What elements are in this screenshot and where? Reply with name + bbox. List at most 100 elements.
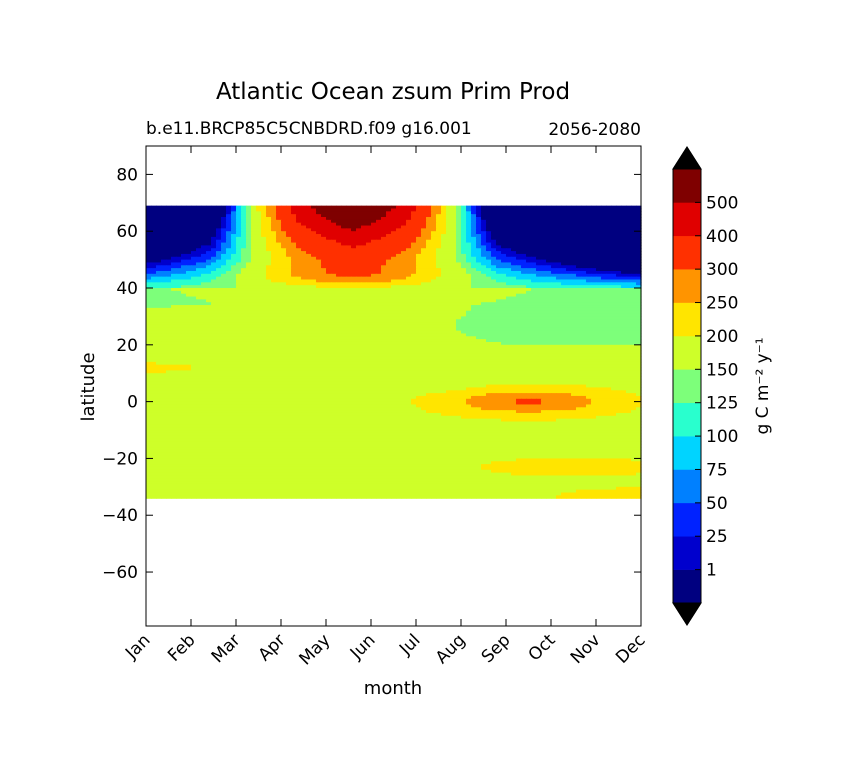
contour-cell	[311, 231, 317, 235]
contour-cell	[476, 253, 482, 258]
contour-cell	[401, 296, 407, 300]
contour-cell	[531, 228, 537, 232]
contour-cell	[526, 270, 532, 275]
contour-cell	[531, 276, 537, 281]
contour-cell	[246, 236, 252, 241]
contour-cell	[216, 268, 222, 272]
contour-cell	[376, 299, 382, 303]
contour-cell	[546, 234, 552, 238]
contour-cell	[436, 251, 442, 255]
contour-cell	[281, 270, 287, 275]
contour-cell	[601, 251, 607, 255]
contour-cell	[416, 248, 422, 252]
contour-cell	[516, 253, 522, 258]
contour-cell	[566, 248, 572, 252]
contour-cell	[321, 242, 327, 247]
contour-cell	[406, 285, 412, 289]
contour-cell	[581, 245, 587, 249]
contour-cell	[151, 279, 157, 283]
contour-cell	[336, 270, 342, 275]
contour-cell	[636, 276, 642, 281]
contour-cell	[191, 228, 197, 232]
contour-cell	[301, 234, 307, 238]
contour-cell	[286, 296, 292, 300]
contour-cell	[206, 259, 212, 264]
contour-cell	[366, 242, 372, 247]
contour-cell	[611, 242, 617, 247]
contour-cell	[281, 256, 287, 261]
contour-cell	[496, 273, 502, 278]
contour-cell	[581, 219, 587, 224]
contour-cell	[306, 273, 312, 278]
contour-cell	[431, 273, 437, 278]
contour-cell	[296, 219, 302, 224]
contour-cell	[156, 299, 162, 303]
contour-cell	[146, 228, 152, 232]
contour-cell	[201, 299, 207, 303]
contour-cell	[436, 214, 442, 218]
contour-cell	[256, 208, 262, 212]
contour-cell	[561, 293, 567, 298]
contour-cell	[161, 211, 167, 215]
contour-cell	[496, 265, 502, 269]
contour-cell	[411, 219, 417, 224]
contour-cell	[411, 248, 417, 252]
contour-cell	[251, 245, 257, 249]
contour-cell	[626, 296, 632, 300]
contour-cell	[181, 259, 187, 264]
contour-cell	[366, 245, 372, 249]
contour-cell	[386, 288, 392, 292]
contour-cell	[221, 239, 227, 244]
contour-cell	[196, 296, 202, 300]
contour-cell	[416, 279, 422, 283]
contour-cell	[481, 231, 487, 235]
contour-cell	[541, 225, 547, 229]
contour-cell	[261, 288, 267, 292]
contour-cell	[541, 285, 547, 289]
contour-cell	[191, 270, 197, 275]
contour-cell	[591, 268, 597, 272]
contour-cell	[521, 282, 527, 286]
contour-cell	[266, 296, 272, 300]
contour-cell	[216, 239, 222, 244]
contour-cell	[521, 245, 527, 249]
contour-cell	[566, 231, 572, 235]
contour-cell	[146, 225, 152, 229]
contour-cell	[621, 211, 627, 215]
contour-cell	[176, 214, 182, 218]
contour-cell	[586, 234, 592, 238]
contour-cell	[601, 293, 607, 298]
contour-cell	[266, 251, 272, 255]
contour-cell	[391, 231, 397, 235]
contour-cell	[391, 217, 397, 221]
contour-cell	[406, 236, 412, 241]
contour-cell	[156, 265, 162, 269]
contour-cell	[421, 279, 427, 283]
contour-cell	[311, 253, 317, 258]
contour-cell	[506, 225, 512, 229]
contour-cell	[221, 279, 227, 283]
contour-cell	[506, 208, 512, 212]
contour-cell	[586, 222, 592, 227]
contour-cell	[631, 279, 637, 283]
contour-cell	[241, 214, 247, 218]
contour-cell	[551, 268, 557, 272]
contour-cell	[616, 265, 622, 269]
contour-cell	[316, 205, 322, 210]
contour-cell	[161, 279, 167, 283]
contour-cell	[301, 242, 307, 247]
contour-cell	[181, 245, 187, 249]
contour-cell	[146, 279, 152, 283]
contour-cell	[181, 282, 187, 286]
contour-cell	[171, 248, 177, 252]
contour-cell	[446, 219, 452, 224]
contour-cell	[326, 290, 332, 295]
contour-cell	[306, 245, 312, 249]
contour-cell	[311, 214, 317, 218]
contour-cell	[451, 290, 457, 295]
contour-cell	[456, 268, 462, 272]
contour-cell	[576, 256, 582, 261]
contour-cell	[271, 288, 277, 292]
contour-cell	[426, 270, 432, 275]
contour-cell	[566, 219, 572, 224]
